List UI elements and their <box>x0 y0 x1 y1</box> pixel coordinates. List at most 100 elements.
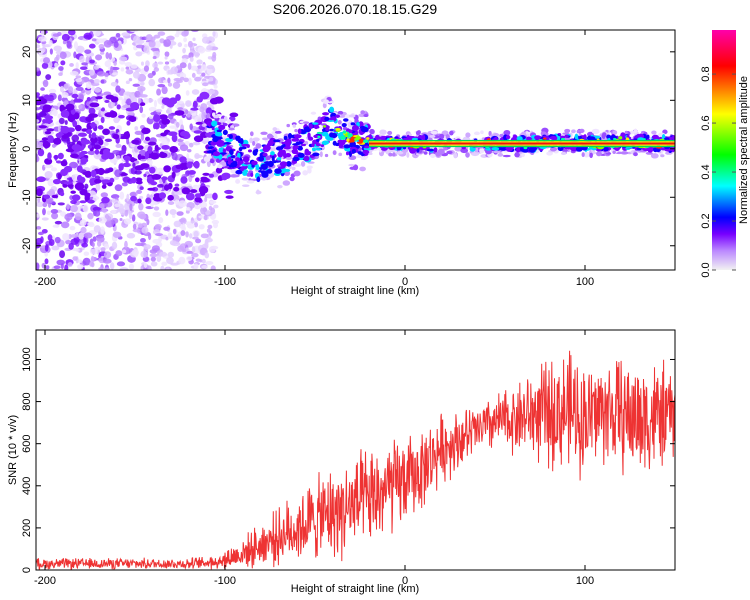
spectral-cell <box>121 182 128 187</box>
spectral-cell <box>160 124 168 128</box>
spectral-cell <box>575 146 583 152</box>
spectral-cell <box>140 61 144 66</box>
y-tick-label: 20 <box>21 46 33 58</box>
spectral-cell <box>164 51 170 57</box>
spectral-cell <box>152 62 159 69</box>
spectral-cell <box>148 166 156 174</box>
spectral-cell <box>183 37 188 43</box>
spectral-cell <box>36 119 40 123</box>
spectral-cell <box>130 101 140 110</box>
spectral-cell <box>147 145 153 154</box>
spectral-cell <box>135 44 145 49</box>
spectral-cell <box>221 175 228 181</box>
spectral-cell <box>191 30 199 33</box>
spectral-cell <box>406 152 410 158</box>
spectral-cell <box>90 121 96 129</box>
spectral-cell <box>650 153 659 159</box>
spectral-cell <box>308 136 314 141</box>
spectral-cell <box>100 192 109 198</box>
spectral-cell <box>211 112 216 117</box>
spectral-cell <box>130 156 136 163</box>
spectral-cell <box>119 267 129 270</box>
spectral-cell <box>58 72 63 76</box>
spectral-cell <box>166 256 174 265</box>
snr-y-axis: 0 200 400 600 800 1000 <box>21 347 675 573</box>
spectral-cell <box>171 134 178 143</box>
spectral-cell <box>51 144 56 148</box>
spectral-cell <box>68 86 74 94</box>
spectral-cell <box>315 143 321 147</box>
spectral-cell <box>252 137 260 142</box>
spectral-cell <box>69 71 79 76</box>
spectral-cell <box>283 153 288 159</box>
spectral-cell <box>85 56 90 65</box>
spectral-cell <box>219 152 227 155</box>
spectral-cell <box>153 40 161 49</box>
spectral-cell <box>112 149 121 155</box>
spectral-cell <box>230 155 236 159</box>
spectral-cell <box>92 206 101 212</box>
spectral-cell <box>222 148 227 153</box>
spectral-cell <box>36 141 42 148</box>
spectral-cell <box>320 144 325 148</box>
spectral-cell <box>159 178 163 185</box>
spectral-cell <box>243 162 251 165</box>
spectral-cell <box>36 213 40 218</box>
spectral-cell <box>213 84 218 89</box>
spectral-cell <box>167 77 171 84</box>
spectral-cell <box>207 56 213 60</box>
spectral-cell <box>171 171 176 179</box>
spectral-cell <box>347 133 353 138</box>
spectral-cell <box>354 131 359 135</box>
spectral-cell <box>191 253 199 258</box>
spectral-cell <box>335 114 341 118</box>
spectral-cell <box>48 88 57 94</box>
spectral-cell <box>103 40 112 48</box>
spectral-cell <box>166 100 175 108</box>
spectral-cell <box>123 155 131 161</box>
spectral-cell <box>266 133 273 140</box>
spectral-cell <box>171 58 176 64</box>
spectral-cell <box>273 134 278 140</box>
spectral-cell <box>169 125 178 129</box>
spectral-cell <box>156 255 162 262</box>
spectral-cell <box>193 130 203 134</box>
spectral-cell <box>201 258 206 264</box>
spectral-cell <box>119 217 123 222</box>
spectral-cell <box>612 150 616 154</box>
spectral-cell <box>502 154 511 158</box>
spectral-cell <box>252 149 258 156</box>
spectral-cell <box>304 148 310 155</box>
spectral-cell <box>82 158 89 163</box>
spectral-cell <box>653 147 657 153</box>
spectral-cell <box>562 132 570 135</box>
spectral-cell <box>576 129 580 134</box>
spectral-cell <box>114 184 123 192</box>
spectral-cell <box>613 137 617 141</box>
spectral-cell <box>36 113 45 118</box>
spectral-cell <box>574 133 579 140</box>
spectral-cell <box>161 261 168 266</box>
colorbar: 0.0 0.2 0.4 0.6 0.8 Normalized spectral ampl… <box>700 30 750 278</box>
spectral-cell <box>98 216 107 224</box>
spectral-cell <box>43 118 53 124</box>
spectral-cell <box>243 169 249 174</box>
spectral-cell <box>187 40 193 48</box>
spectral-cell <box>110 199 118 203</box>
spectral-cell <box>438 133 445 140</box>
spectral-cell <box>101 196 110 204</box>
spectral-cell <box>499 133 504 138</box>
spectral-cell <box>185 221 193 226</box>
spectral-cell <box>125 80 130 85</box>
spectral-cell <box>493 150 499 154</box>
spectral-cell <box>36 176 46 183</box>
spectral-cell <box>583 134 587 141</box>
spectral-cell <box>284 168 291 172</box>
spectral-cell <box>351 125 360 132</box>
spectral-cell <box>521 152 525 158</box>
spectral-cell <box>135 180 143 185</box>
spectral-cell <box>44 164 54 169</box>
spectral-cell <box>41 137 48 142</box>
spectral-cell <box>294 129 298 133</box>
spectral-cell <box>94 106 102 111</box>
